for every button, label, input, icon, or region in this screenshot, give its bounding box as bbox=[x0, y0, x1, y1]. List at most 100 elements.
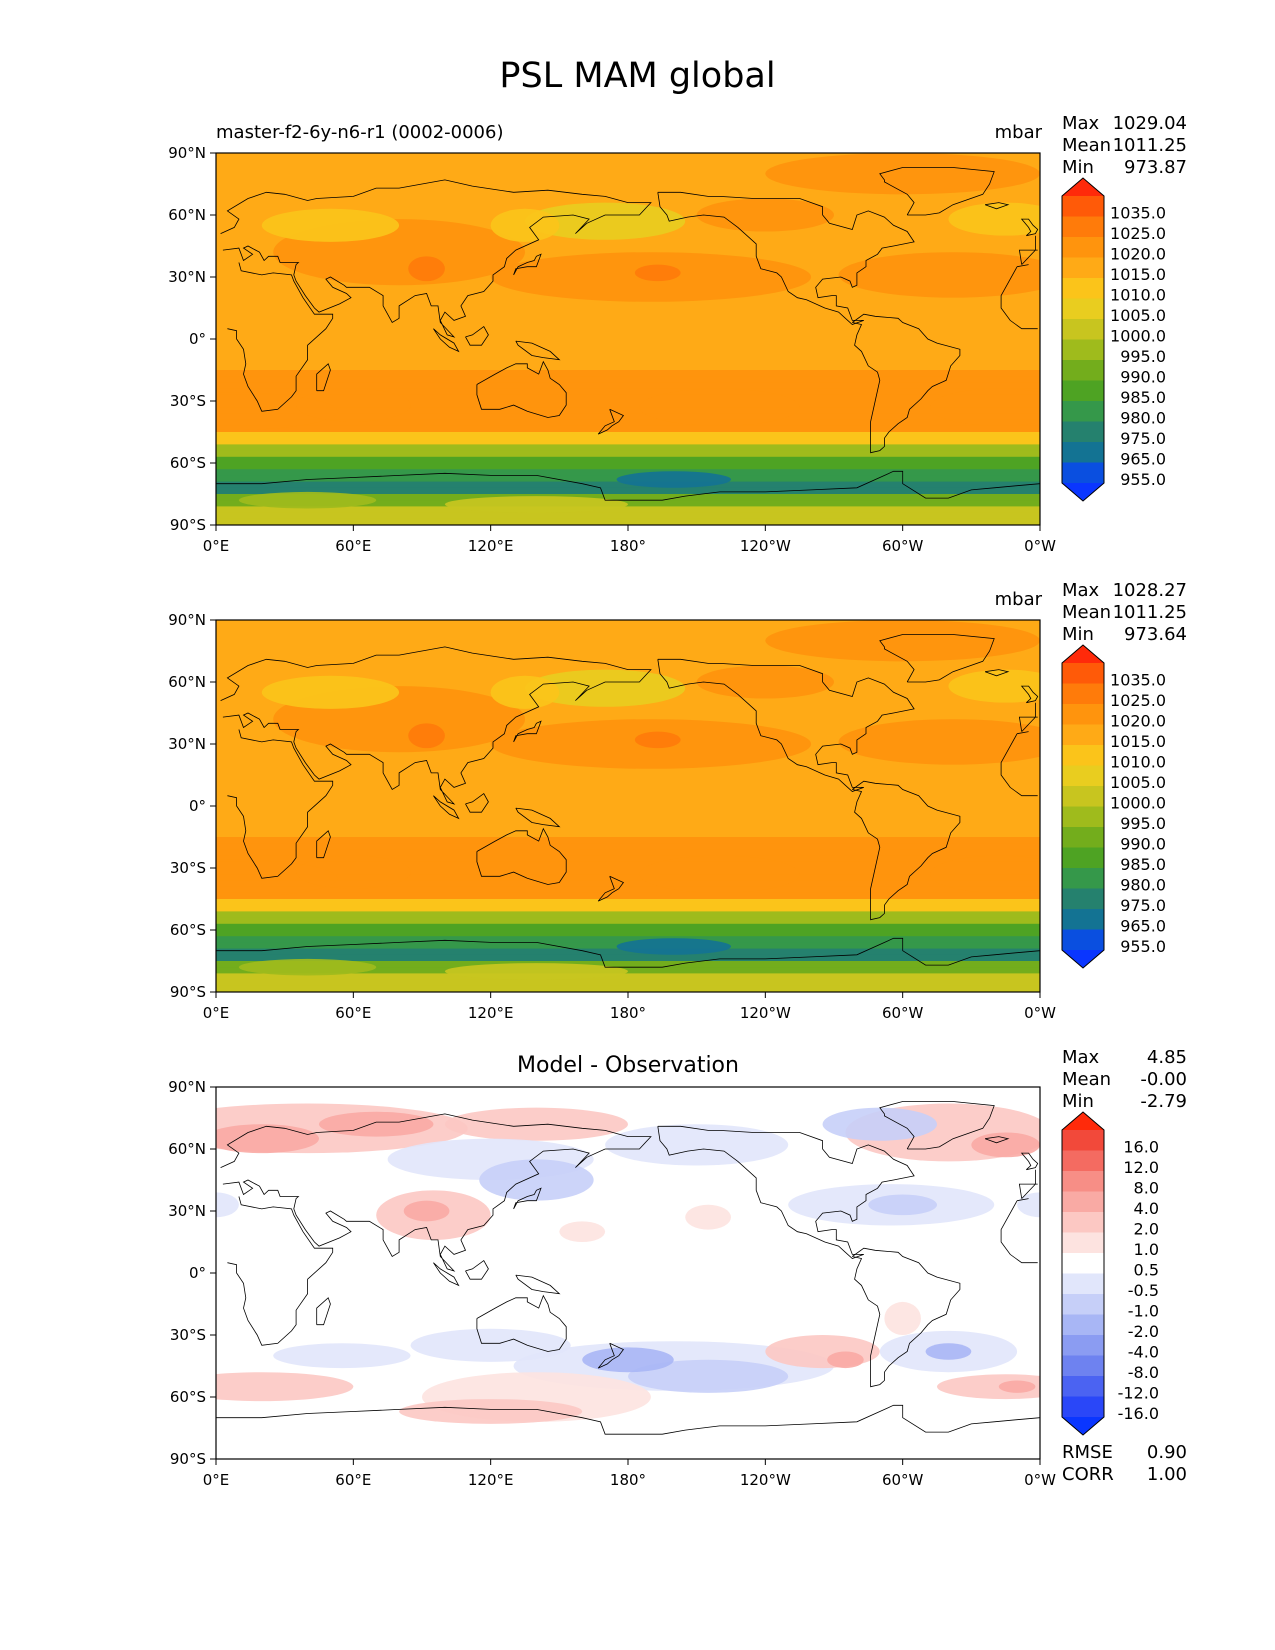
anomaly-blob bbox=[1017, 1192, 1040, 1218]
field-band bbox=[216, 332, 1040, 340]
figure-title: PSL MAM global bbox=[499, 56, 776, 96]
colorbar-label: 1020.0 bbox=[1110, 245, 1166, 264]
x-tick-label: 60°E bbox=[335, 537, 371, 555]
field-blob bbox=[525, 202, 686, 240]
field-band bbox=[216, 463, 1040, 470]
coastline bbox=[227, 1196, 1038, 1346]
colorbar-box bbox=[1062, 1212, 1104, 1233]
coastline bbox=[513, 720, 542, 743]
coastlines bbox=[216, 1101, 1040, 1435]
field-band bbox=[216, 301, 1040, 309]
anomaly-blob bbox=[319, 1111, 434, 1137]
panel-model: master-f2-6y-n6-r1 (0002-0006) mbar Max … bbox=[0, 113, 1275, 590]
colorbar-label: 980.0 bbox=[1120, 876, 1166, 895]
field-band bbox=[216, 425, 1040, 433]
x-tick-label: 120°W bbox=[740, 537, 791, 555]
colorbar-label: 1010.0 bbox=[1110, 753, 1166, 772]
field-blob bbox=[765, 153, 1040, 195]
coastline bbox=[1020, 685, 1039, 704]
coastlines bbox=[216, 167, 1040, 501]
colorbar-label: -12.0 bbox=[1118, 1384, 1159, 1403]
field-blob bbox=[948, 202, 1040, 236]
field-band bbox=[216, 626, 1040, 634]
stat-min-label: Min bbox=[1062, 1091, 1094, 1112]
field-band bbox=[216, 967, 1040, 975]
field-band bbox=[216, 506, 1040, 514]
anomaly-blob bbox=[925, 1343, 972, 1360]
colorbar-extend-top bbox=[1062, 1112, 1104, 1130]
coastline bbox=[316, 1297, 331, 1326]
field-blob bbox=[444, 963, 628, 980]
field-band bbox=[216, 246, 1040, 253]
field-blob bbox=[838, 252, 1040, 298]
field-blob bbox=[696, 665, 834, 699]
colorbar-box bbox=[1062, 1130, 1104, 1151]
coastline bbox=[515, 807, 561, 828]
coastline bbox=[984, 669, 1010, 677]
colorbar-label: 1005.0 bbox=[1110, 773, 1166, 792]
coastline bbox=[984, 202, 1010, 210]
coastline bbox=[852, 780, 961, 921]
colorbar-label: 975.0 bbox=[1120, 896, 1166, 915]
field-band bbox=[216, 339, 1040, 346]
colorbar-box bbox=[1062, 724, 1104, 746]
field-blob bbox=[296, 388, 411, 422]
colorbar-box bbox=[1062, 704, 1104, 725]
field-band bbox=[216, 911, 1040, 919]
colorbar-box bbox=[1062, 929, 1104, 951]
x-tick-label: 180° bbox=[610, 1004, 646, 1022]
field-band bbox=[216, 382, 1040, 390]
y-tick-label: 90°N bbox=[168, 1078, 206, 1096]
anomaly-blob bbox=[216, 1124, 319, 1154]
coastline bbox=[316, 830, 331, 859]
stat-max-label: Max bbox=[1062, 580, 1100, 601]
anomaly-blob bbox=[765, 1335, 880, 1369]
field-blob bbox=[408, 723, 445, 749]
field-band bbox=[216, 886, 1040, 894]
colorbar-box bbox=[1062, 847, 1104, 869]
x-tick-label: 60°E bbox=[335, 1004, 371, 1022]
colorbar-extend-top bbox=[1062, 178, 1104, 196]
anomaly-blob bbox=[444, 1107, 628, 1141]
y-tick-label: 90°S bbox=[170, 1450, 206, 1468]
colorbar-label: 1035.0 bbox=[1110, 204, 1166, 223]
x-tick-label: 0°E bbox=[203, 537, 230, 555]
colorbar-label: 1025.0 bbox=[1110, 224, 1166, 243]
stat-max-value: 1028.27 bbox=[1112, 580, 1187, 601]
colorbar-outline bbox=[1061, 644, 1105, 969]
colorbar-label: 975.0 bbox=[1120, 429, 1166, 448]
colorbar-label: 965.0 bbox=[1120, 917, 1166, 936]
coastline bbox=[513, 253, 542, 276]
stat-max-value: 1029.04 bbox=[1112, 113, 1187, 134]
colorbar-box bbox=[1062, 1171, 1104, 1192]
colorbar-box bbox=[1062, 401, 1104, 422]
x-tick-label: 120°E bbox=[468, 1471, 514, 1489]
stat-mean-value: 1011.25 bbox=[1112, 602, 1187, 623]
field-band bbox=[216, 363, 1040, 371]
field-band bbox=[216, 351, 1040, 359]
colorbar-extend-top bbox=[1062, 645, 1104, 663]
field-layer bbox=[216, 620, 1040, 992]
y-tick-label: 30°N bbox=[168, 735, 206, 753]
colorbar-outline bbox=[1061, 1111, 1105, 1436]
colorbar-box bbox=[1062, 1294, 1104, 1315]
colorbar-label: 955.0 bbox=[1120, 937, 1166, 956]
map-plot: 0°E 60°E 120°E 180° 120°W 60°W 0°W 90°N 60°N 30°N… bbox=[168, 1078, 1159, 1489]
x-tick-label: 180° bbox=[610, 537, 646, 555]
anomaly-blob bbox=[559, 1221, 606, 1242]
colorbar-label: 990.0 bbox=[1120, 368, 1166, 387]
colorbar-box bbox=[1062, 462, 1104, 484]
field-band bbox=[216, 500, 1040, 508]
coastline bbox=[657, 191, 915, 325]
coastline bbox=[316, 363, 331, 392]
anomaly-blob bbox=[685, 1204, 731, 1230]
colorbar-label: -16.0 bbox=[1118, 1404, 1159, 1423]
field-band bbox=[216, 855, 1040, 863]
coastline bbox=[216, 470, 1040, 501]
field-band bbox=[216, 892, 1040, 900]
colorbar-box bbox=[1062, 380, 1104, 402]
field-band bbox=[216, 706, 1040, 714]
colorbar-label: 980.0 bbox=[1120, 409, 1166, 428]
field-band bbox=[216, 806, 1040, 813]
x-tick-label: 120°W bbox=[740, 1004, 791, 1022]
